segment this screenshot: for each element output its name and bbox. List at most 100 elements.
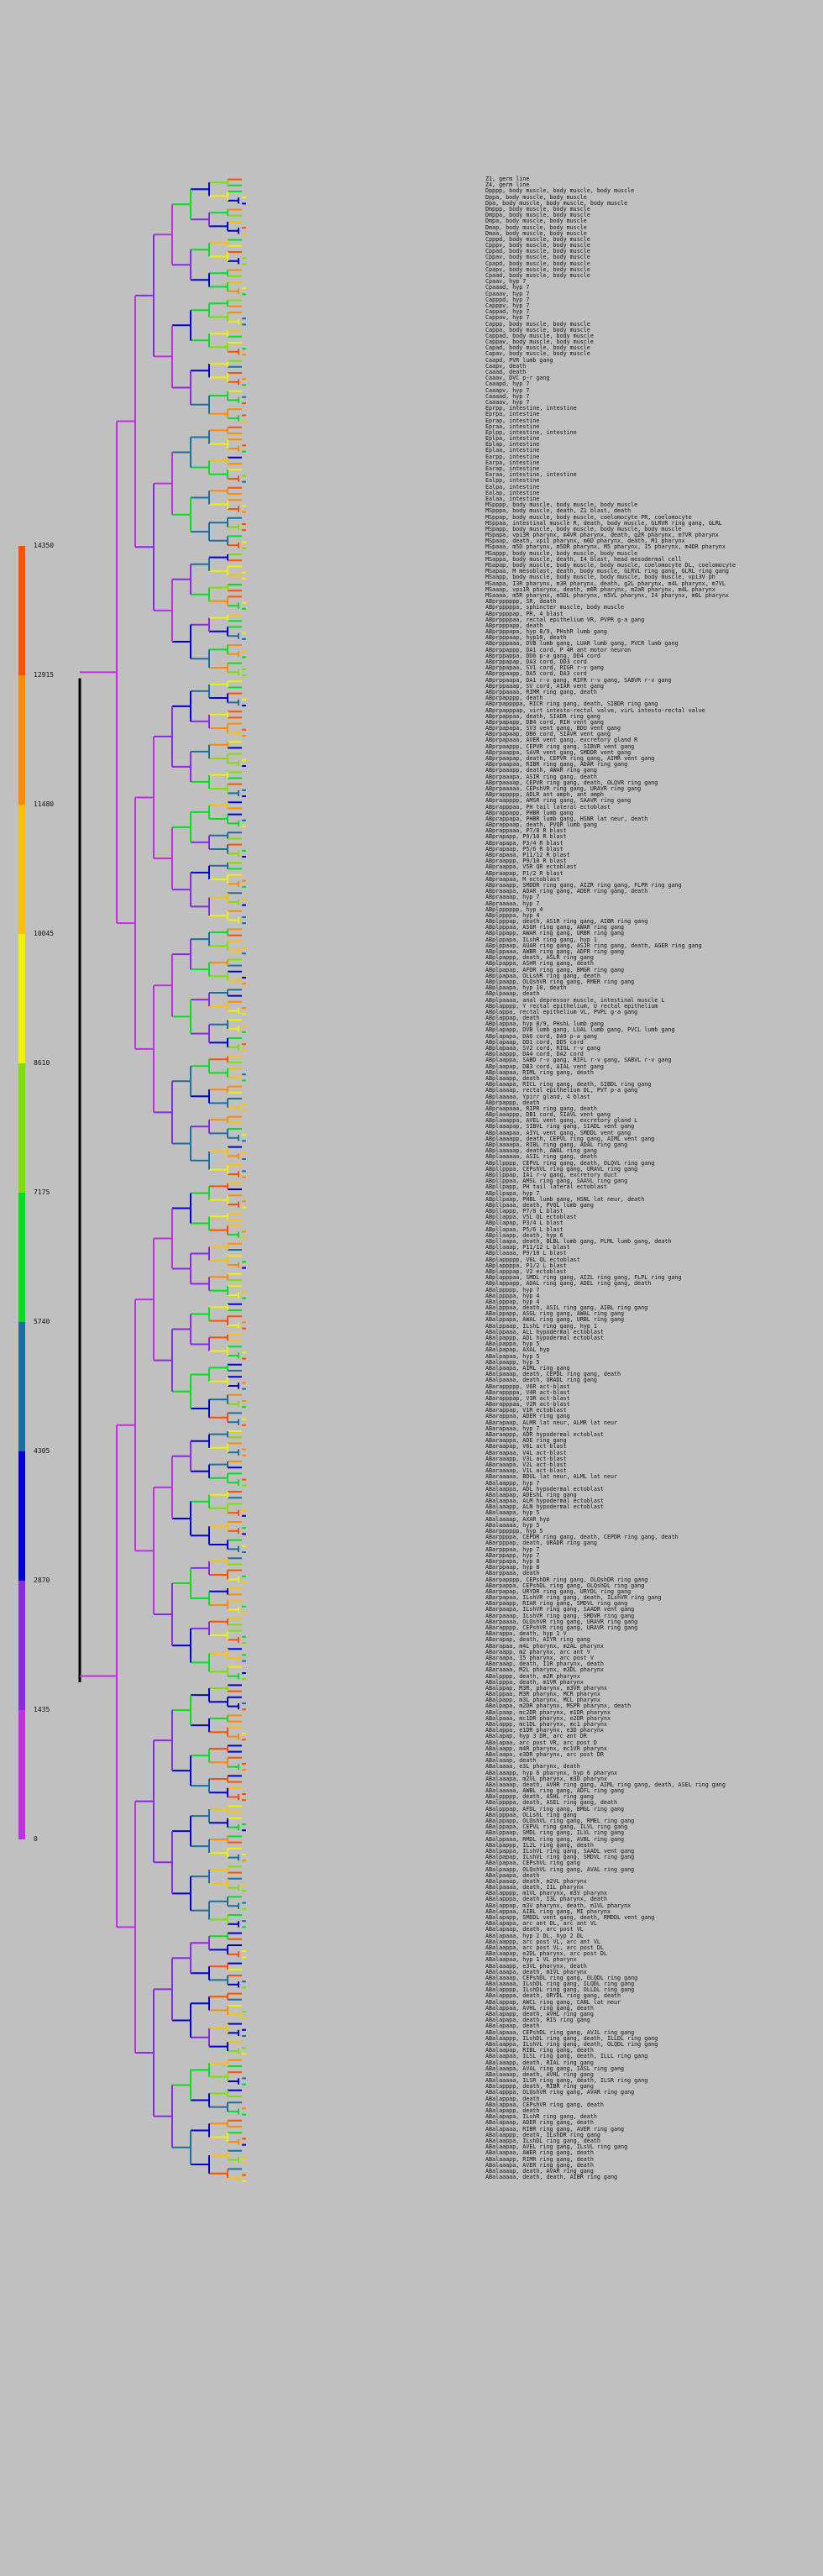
leaf-label: ABalppaap, SMDL ring gang, ILVL ring gan… xyxy=(485,1829,625,1837)
leaf-label: Caaav, DVC p-r gang xyxy=(485,375,550,382)
leaf-label: ABalappap, death xyxy=(485,2095,540,2102)
leaf-label: ABpllaapa, death, BLBL lumb gang, PLML l… xyxy=(485,1238,672,1245)
leaf-label: ABalpappa, ILshVL ring gang, SAADL vent … xyxy=(485,1847,635,1855)
leaf-label: Caapv, death xyxy=(485,362,527,370)
leaf-label: ABalpaaaa, death, URADL ring gang xyxy=(485,1377,597,1384)
leaf-label: Cpaaad, hyp 7 xyxy=(485,284,530,291)
leaf-label: ABalapppa, death, URYDL ring gang, death xyxy=(485,1992,621,2000)
leaf-label: ABprapapa, P3/4 R blast xyxy=(485,839,564,847)
leaf-label: ABalaapa, e3DR pharynx, arc post DR xyxy=(485,1750,604,1758)
leaf-label: ABarapap, death, AIYR ring gang xyxy=(485,1636,590,1644)
leaf-label: ABalaaapa, m2VL pharynx, m3D pharynx xyxy=(485,1775,607,1782)
leaf-label: ABalaapaa, AWER ring gang, death xyxy=(485,2149,594,2157)
leaf-label: ABprpapapp, DB4 cord, RIH vent gang xyxy=(485,718,604,726)
leaf-label: ABalaaapa, AVER ring gang, death xyxy=(485,2161,594,2169)
leaf-label: ABalaaaaa, hyp 5 xyxy=(485,1521,540,1529)
leaf-label: ABpllpppa, CEPshVL ring gang, URAVL ring… xyxy=(485,1165,638,1173)
leaf-label: ABplaaapa, RICL ring gang, death, SIBDL … xyxy=(485,1081,652,1089)
leaf-label: MSppaa, intestinal muscle R, death, body… xyxy=(485,519,722,527)
leaf-label: ABalaapp, m4R pharynx, mc1VR pharynx xyxy=(485,1744,607,1752)
leaf-label: ABalaapaa, ILSL ring gang, death, ILLL r… xyxy=(485,2053,648,2060)
leaf-label: ABalaaapp, death, RIAL ring gang xyxy=(485,2059,594,2066)
leaf-label: ABalpapp, m3L pharynx, MCL pharynx xyxy=(485,1697,600,1704)
leaf-label: ABprpappppa, RICR ring gang, death, SIBD… xyxy=(485,700,658,708)
leaf-label: ABalaaapp, e3VL pharynx, death xyxy=(485,1962,587,1970)
leaf-label: Capav, body muscle, body muscle xyxy=(485,350,590,358)
leaf-label: ABalaapap, e2DL pharynx, arc post DL xyxy=(485,1950,607,1958)
leaf-label: ABplappapp, ADAL ring gang, ADEL ring ga… xyxy=(485,1280,652,1288)
leaf-label: Caaapv, hyp 7 xyxy=(485,386,530,394)
leaf-label: ABpllappa, V5L QL ectoblast xyxy=(485,1214,577,1221)
leaf-label: MSapap, body muscle, body muscle, body m… xyxy=(485,562,736,569)
leaf-label: ABplappap, death xyxy=(485,1015,540,1022)
leaf-label: ABplpapaa, OLLshR ring gang, death xyxy=(485,972,600,979)
leaf-label: ABprppppaa, rectal epithelium VR, PVPR g… xyxy=(485,616,645,623)
leaf-label: ABpraapap, P1/2 R blast xyxy=(485,869,564,877)
leaf-label: Capad, body muscle, body muscle xyxy=(485,344,590,352)
leaf-label: ABpraaaap, hyp 7 xyxy=(485,894,540,901)
scale-segment xyxy=(18,1322,25,1451)
leaf-label: Eplpp, intestine, intestine xyxy=(485,428,577,436)
leaf-label: Cpppd, body muscle, body muscle xyxy=(485,235,590,243)
leaf-label: ABaraaaa, M2L pharynx, m3DL pharynx xyxy=(485,1666,604,1674)
leaf-label: Dmap, body muscle, body muscle xyxy=(485,223,587,231)
leaf-label: Caapd, PVR lumb gang xyxy=(485,356,553,364)
leaf-label: Cpapv, body muscle, body muscle xyxy=(485,265,590,273)
leaf-label: ABprppapap, DA3 cord, DD3 cord xyxy=(485,658,587,665)
leaf-label: ABpllppaa, AMSL ring gang, SAAVL ring ga… xyxy=(485,1178,628,1185)
leaf-label: ABplappppp, V6L QL ectoblast xyxy=(485,1256,580,1263)
leaf-label: ABpraapaa, M ectoblast xyxy=(485,875,560,883)
leaf-label: ABalaappp, hyp 7 xyxy=(485,1479,540,1487)
leaf-label: ABalpppaa, death, ASIL ring gang, AIBL r… xyxy=(485,1304,648,1312)
leaf-label: ABplpappp, death, ASLR ring gang xyxy=(485,954,594,962)
leaf-label: Ealpa, intestine xyxy=(485,483,540,491)
leaf-label: ABpllpaap, PHBL lumb gang, HSNL lat neur… xyxy=(485,1195,645,1203)
leaf-label: Earap, intestine xyxy=(485,465,540,472)
leaf-label: Z4, germ line xyxy=(485,181,530,189)
leaf-label: ABprappapa, PHBR lumb gang, HSNR lat neu… xyxy=(485,815,648,822)
leaf-label: ABplapppap, V2 ectoblast xyxy=(485,1267,567,1275)
leaf-label: ABalappap, AWCL ring gang, CANL lat neur xyxy=(485,1998,621,2006)
leaf-label: ABalaaaa, e3L pharynx, death xyxy=(485,1763,580,1771)
leaf-label: ABaraapp, m2 pharynx, arc ant V xyxy=(485,1648,590,1655)
scale-segment xyxy=(18,934,25,1063)
scale-tick-label: 14350 xyxy=(34,542,55,549)
leaf-label: ABarpaapa, ILshVR ring gang, SAADR vent … xyxy=(485,1606,635,1613)
leaf-label: ABarpapaa, ILshVR ring gang, death, ILsh… xyxy=(485,1594,662,1602)
leaf-label: ABprpapppp, death xyxy=(485,695,543,702)
leaf-label: ABpllpapa, hyp 7 xyxy=(485,1189,540,1197)
leaf-label: ABprppaaaa, RIMR ring gang, death xyxy=(485,688,597,695)
leaf-label: ABprapppaa, PH tail lateral ectoblast xyxy=(485,803,611,811)
leaf-label: ABalapaaa, CEPshDL ring gang, AVJL ring … xyxy=(485,2028,635,2036)
leaf-label: ABplapapa, DA6 cord, DA9 p-a gang xyxy=(485,1032,597,1040)
scale-tick-label: 4305 xyxy=(34,1447,50,1455)
scale-tick-label: 7175 xyxy=(34,1188,50,1196)
leaf-label: ABarapaa, m4L pharynx, m2AL pharynx xyxy=(485,1642,604,1650)
leaf-label: ABalppapa, AWAL ring gang, URBL ring gan… xyxy=(485,1316,625,1324)
leaf-label: Eprpp, intestine, intestine xyxy=(485,405,577,412)
leaf-label: ABalpaapp, OLQshVL ring gang, AVAL ring … xyxy=(485,1865,635,1873)
leaf-label: Dmpa, body muscle, body muscle xyxy=(485,218,587,225)
leaf-label: ABalaaaap, death, AVHR ring gang, AIML r… xyxy=(485,1781,726,1788)
leaf-label: ABalaapap, ADEshL ring gang xyxy=(485,1491,577,1498)
leaf-label: ABalappa, e1DR pharynx, e3D pharynx xyxy=(485,1727,604,1734)
leaf-label: ABplaaapaa, AIYL vent gang, SMDDL vent g… xyxy=(485,1129,632,1136)
leaf-label: ABalppap, M3R, pharynx, m3VR pharynx xyxy=(485,1684,607,1692)
leaf-label: ABalapppp, death, RIBR ring gang xyxy=(485,2083,594,2091)
leaf-label: ABalppppp, hyp 7 xyxy=(485,1286,540,1293)
leaf-label: ABplaaaaa, Ypirr gland, 4 blast xyxy=(485,1093,590,1100)
leaf-label: ABplaaapp, death xyxy=(485,1074,540,1082)
leaf-label: ABalpappp, ADL hypodermal ectoblast xyxy=(485,1335,604,1341)
leaf-label: ABaraapa, I5 pharynx, arc post V xyxy=(485,1654,594,1661)
leaf-label: MSpppp, body muscle, body muscle, body m… xyxy=(485,501,638,509)
leaf-label: ABalapap, hyp 3 DR, arc ant DR xyxy=(485,1733,587,1740)
leaf-label: ABprpaapaa, RIBR ring gang, ADAR ring ga… xyxy=(485,761,628,769)
leaf-label: ABalaapaa, ALM hypodermal ectoblast xyxy=(485,1498,604,1505)
leaf-label: ABalapapa, ILshR ring gang, death xyxy=(485,2113,597,2121)
leaf-label: ABarapppp, CEPshVR ring gang, URAVR ring… xyxy=(485,1624,638,1631)
leaf-label: ABarappppp, V6R act-blast xyxy=(485,1382,570,1390)
leaf-label: ABalappp, mc1DL pharynx, mc1 pharynx xyxy=(485,1721,607,1728)
leaf-label: ABaraaapa, V2L act-blast xyxy=(485,1461,567,1468)
leaf-label: ABpllappp, P7/8 L blast xyxy=(485,1208,564,1215)
leaf-label: Eprap, intestine xyxy=(485,417,540,424)
